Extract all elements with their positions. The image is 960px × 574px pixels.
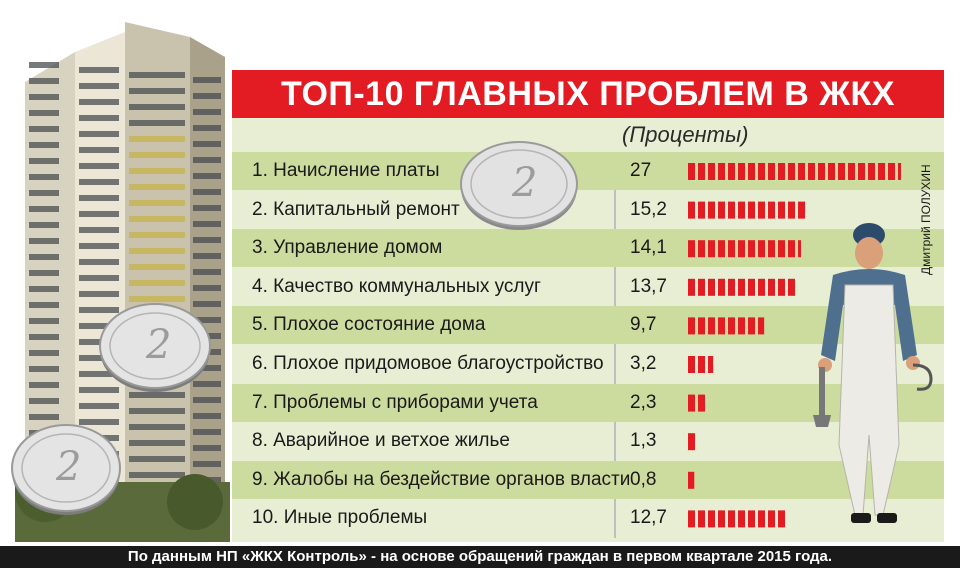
- source-footer: По данным НП «ЖКХ Контроль» - на основе …: [0, 546, 960, 568]
- coin-icon: 2: [99, 303, 211, 392]
- table-row: 3. Управление домом 14,1: [232, 229, 944, 268]
- svg-text:2: 2: [511, 160, 537, 206]
- value-label: 2,3: [630, 391, 657, 413]
- value-label: 15,2: [630, 198, 667, 220]
- table-row: 8. Аварийное и ветхое жилье 1,3: [232, 422, 944, 460]
- value-label: 13,7: [630, 275, 667, 297]
- table-row: 10. Иные проблемы 12,7: [232, 499, 944, 537]
- divider: [614, 152, 616, 538]
- category-label: 3. Управление домом: [252, 237, 443, 259]
- value-label: 27: [630, 160, 652, 181]
- value-label: 1,3: [630, 430, 657, 452]
- worker-illustration: [813, 223, 933, 523]
- category-label: 1. Начисление платы: [252, 160, 440, 181]
- chart-title: ТОП-10 ГЛАВНЫХ ПРОБЛЕМ В ЖКХ: [281, 74, 895, 113]
- table-row: 1. Начисление платы 27: [232, 152, 944, 190]
- units-label: (Проценты): [622, 122, 749, 147]
- category-label: 2. Капитальный ремонт: [252, 198, 460, 220]
- coin-icon: 2: [460, 141, 578, 230]
- svg-text:2: 2: [55, 444, 81, 490]
- category-label: 8. Аварийное и ветхое жилье: [252, 430, 510, 452]
- svg-text:2: 2: [145, 322, 171, 368]
- title-bar: ТОП-10 ГЛАВНЫХ ПРОБЛЕМ В ЖКХ: [232, 70, 944, 118]
- table-row: 4. Качество коммунальных услуг 13,7: [232, 268, 944, 306]
- value-label: 12,7: [630, 507, 667, 529]
- photo-credit: Дмитрий ПОЛУХИН: [919, 164, 933, 275]
- category-label: 9. Жалобы на бездействие органов власти: [252, 468, 631, 490]
- value-label: 9,7: [630, 314, 657, 336]
- value-label: 14,1: [630, 237, 667, 259]
- value-label: 0,8: [630, 468, 657, 490]
- table-row: 2. Капитальный ремонт 15,2: [232, 191, 944, 229]
- category-label: 6. Плохое придомовое благоустройство: [252, 353, 604, 374]
- value-label: 3,2: [630, 353, 657, 374]
- table-row: 6. Плохое придомовое благоустройство 3,2: [232, 345, 944, 383]
- table-row: 9. Жалобы на бездействие органов власти 0…: [232, 460, 944, 499]
- category-label: 4. Качество коммунальных услуг: [252, 275, 541, 297]
- category-label: 7. Проблемы с приборами учета: [252, 391, 538, 413]
- category-label: 10. Иные проблемы: [252, 507, 428, 529]
- category-label: 5. Плохое состояние дома: [252, 314, 486, 336]
- coin-icon: 2: [11, 424, 121, 515]
